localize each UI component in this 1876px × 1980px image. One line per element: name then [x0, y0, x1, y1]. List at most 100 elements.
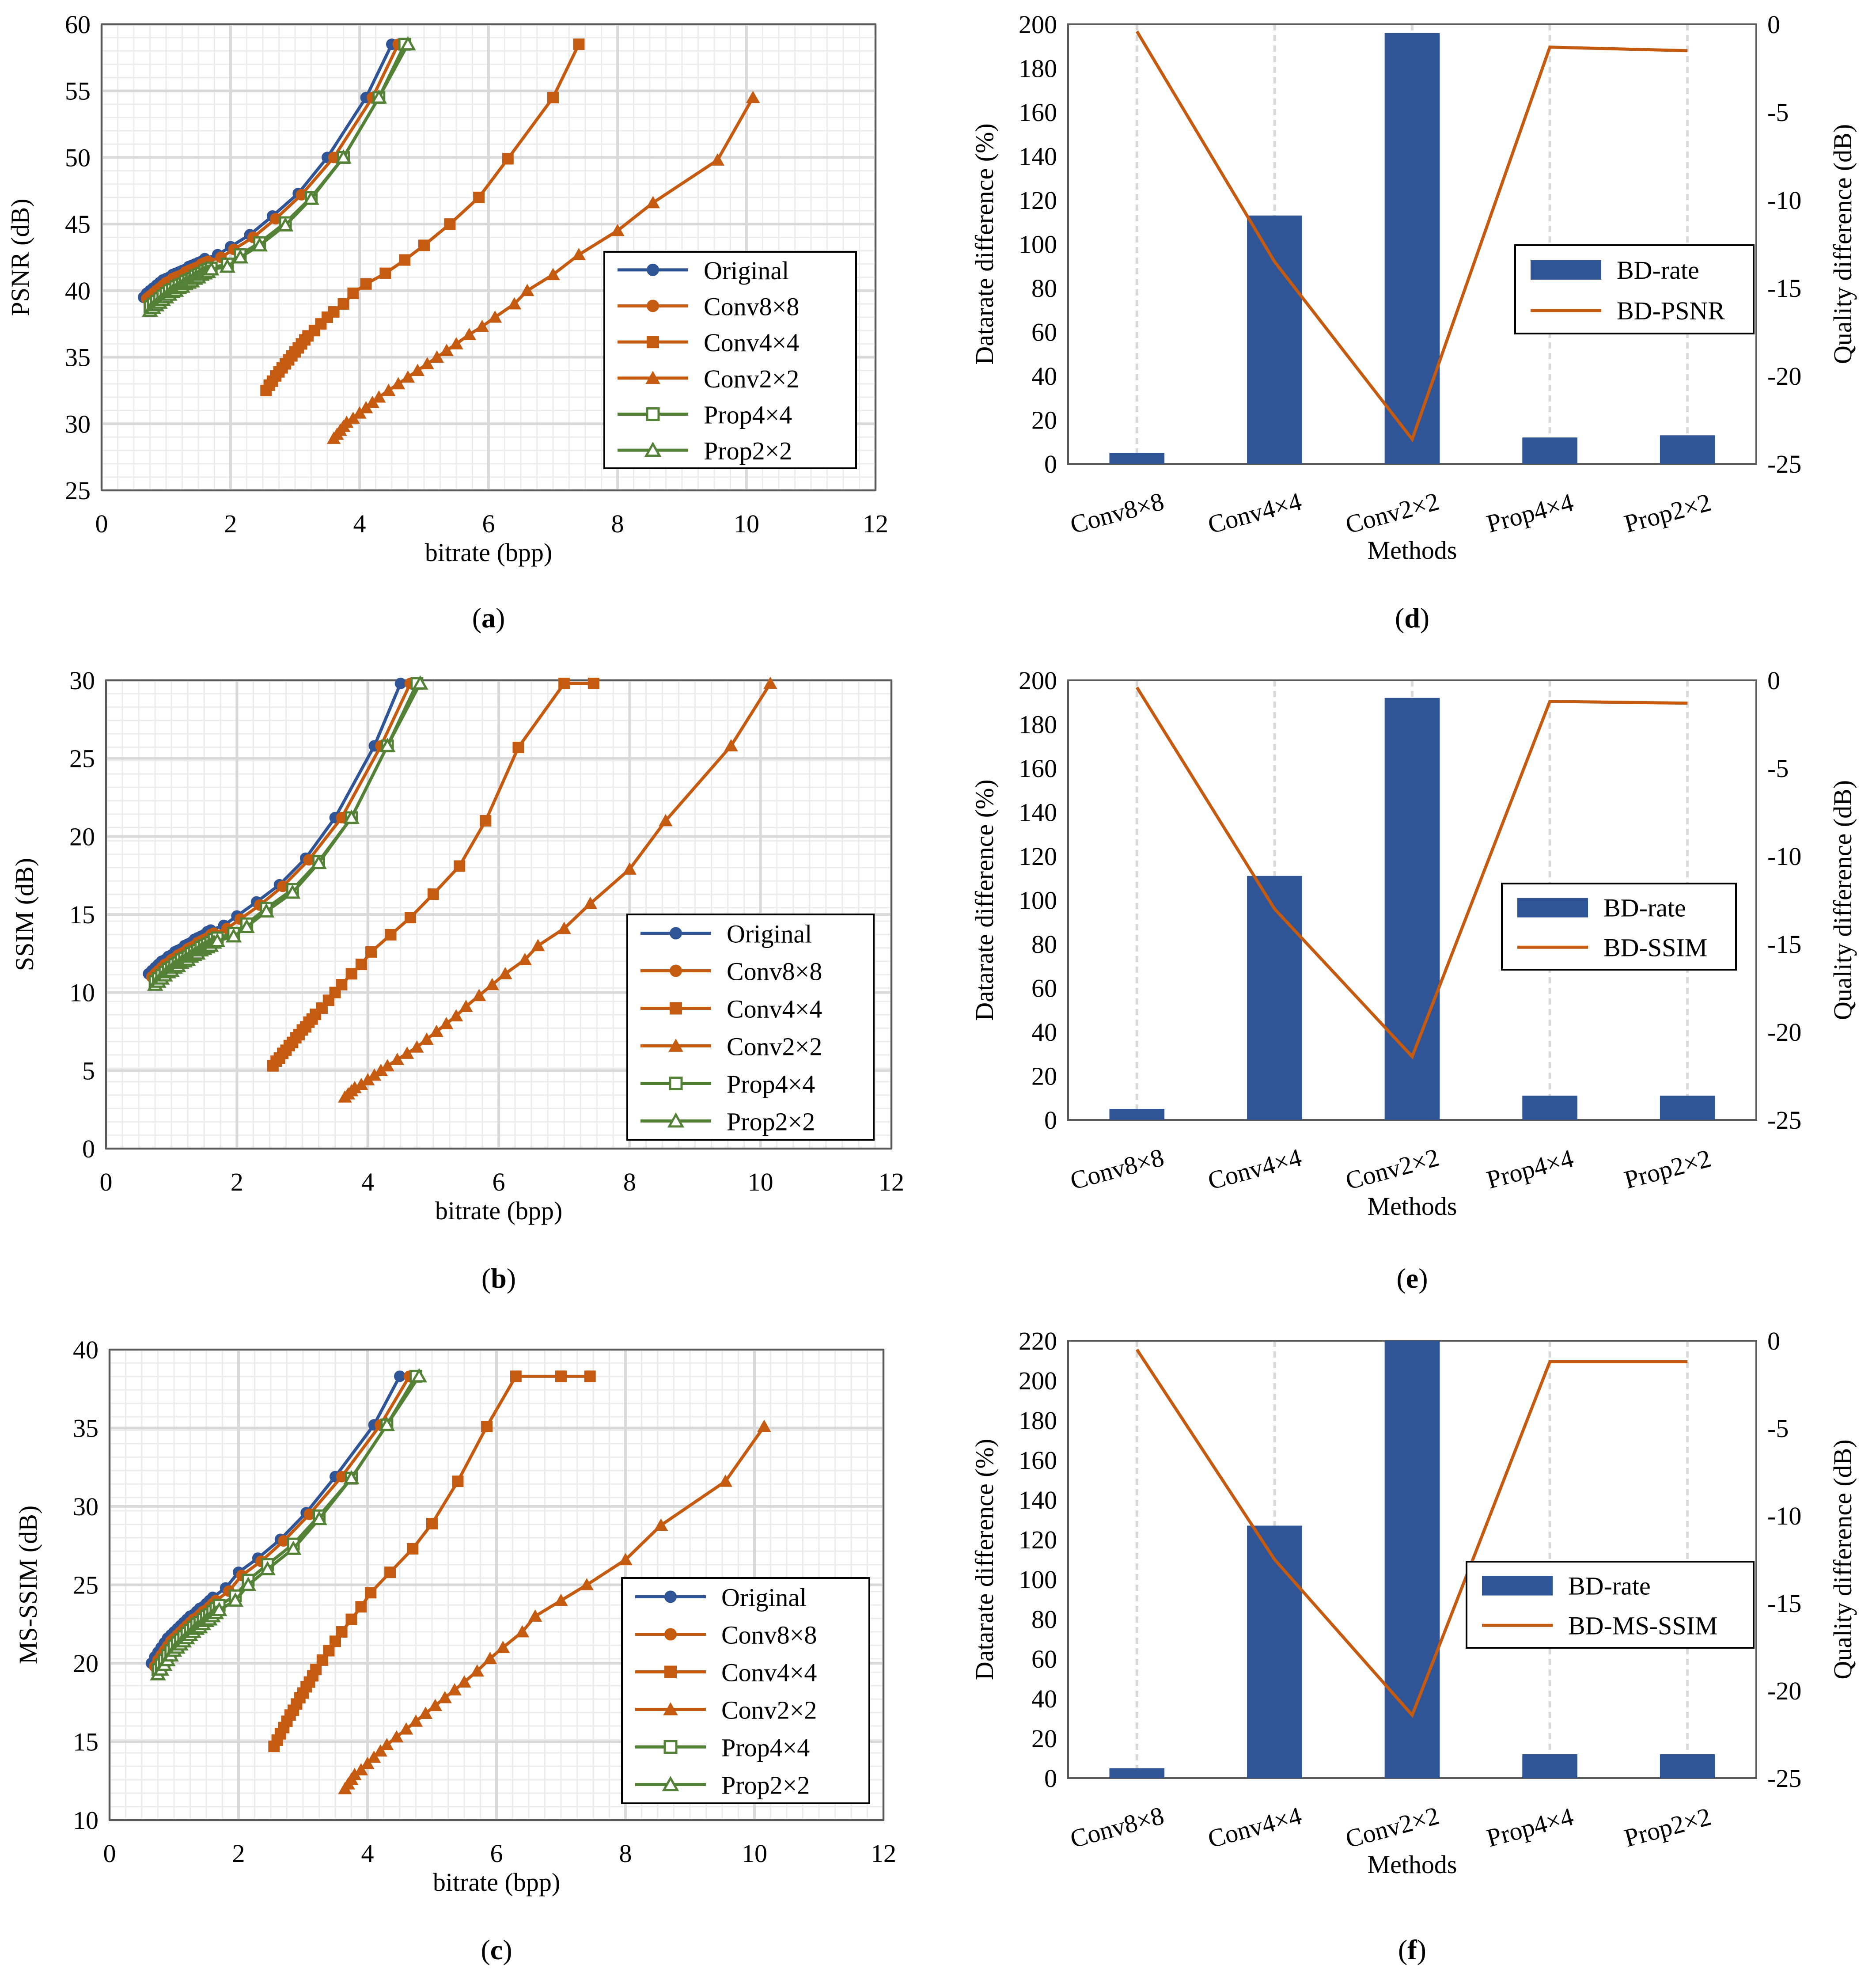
- category-label: Prop2×2: [1621, 1802, 1714, 1853]
- legend-marker: [664, 1628, 677, 1641]
- data-point: [420, 357, 435, 370]
- y-tick-label: 20: [1031, 1724, 1057, 1753]
- data-point: [203, 261, 220, 276]
- series-Conv8×8: [146, 678, 416, 983]
- bar-Prop4×4: [1522, 1754, 1577, 1778]
- data-point: [371, 89, 387, 104]
- data-point: [284, 884, 301, 899]
- y2-tick-label: -10: [1767, 186, 1801, 215]
- data-point: [399, 1722, 413, 1735]
- y-tick-label: 20: [69, 822, 95, 851]
- legend-marker: [663, 1740, 678, 1754]
- legend-box: [1514, 244, 1755, 334]
- data-point: [399, 254, 411, 266]
- x-tick-label: 6: [490, 1839, 503, 1868]
- bar-Prop2×2: [1660, 435, 1715, 464]
- category-label: Conv4×4: [1205, 487, 1304, 539]
- data-point: [379, 267, 391, 279]
- data-point: [531, 939, 545, 952]
- data-point: [410, 364, 425, 376]
- y-tick-label: 0: [1044, 450, 1057, 478]
- data-point: [410, 1040, 424, 1053]
- legend-entry: Original: [618, 256, 789, 285]
- bar-Prop2×2: [1660, 1754, 1715, 1778]
- x-tick-label: 6: [482, 509, 495, 538]
- y-tick-label: 30: [65, 410, 91, 438]
- data-point: [347, 287, 359, 299]
- y2-tick-label: -25: [1767, 1106, 1801, 1134]
- data-point: [587, 678, 599, 690]
- data-point: [401, 370, 415, 383]
- data-point: [343, 809, 360, 824]
- legend-marker: [670, 927, 682, 940]
- x-tick-label: 10: [734, 509, 759, 538]
- data-point: [394, 1370, 406, 1382]
- data-point: [718, 1474, 733, 1487]
- y-tick-label: 100: [1019, 886, 1057, 915]
- y-axis-title: SSIM (dB): [10, 858, 39, 971]
- data-point: [355, 1601, 367, 1613]
- legend-entry: Conv2×2: [640, 1032, 822, 1061]
- data-point: [240, 1577, 257, 1591]
- legend-entry: Original: [640, 920, 812, 948]
- category-label: Prop2×2: [1621, 1144, 1714, 1195]
- data-point: [470, 1664, 484, 1677]
- legend-label: Conv4×4: [727, 995, 822, 1024]
- legend-bar-swatch: [1517, 898, 1588, 918]
- data-point: [355, 959, 367, 971]
- legend-label: Prop2×2: [704, 436, 792, 465]
- y-tick-label: 120: [1019, 1525, 1057, 1554]
- category-label: Conv2×2: [1342, 1143, 1442, 1195]
- legend-entry: Prop2×2: [618, 436, 792, 465]
- x-tick-label: 12: [879, 1168, 904, 1196]
- y-tick-label: 60: [1031, 1645, 1057, 1673]
- y2-tick-label: 0: [1767, 666, 1780, 695]
- y-tick-label: 60: [1031, 318, 1057, 347]
- legend: BD-rate BD-PSNR: [1514, 244, 1755, 334]
- legend-entry: Conv4×4: [635, 1658, 817, 1687]
- x-tick-label: 8: [611, 509, 624, 538]
- legend-line-label: BD-PSNR: [1617, 296, 1725, 325]
- data-point: [391, 377, 406, 390]
- caption-d: (d): [1395, 602, 1429, 633]
- legend-entry: Original: [635, 1583, 807, 1612]
- legend-entry: Conv2×2: [618, 364, 799, 393]
- x-tick-label: 12: [871, 1839, 896, 1868]
- category-label: Conv8×8: [1067, 1801, 1167, 1854]
- data-point: [515, 1625, 530, 1638]
- y2-tick-label: 0: [1767, 1327, 1780, 1355]
- data-point: [367, 1750, 381, 1763]
- y-tick-label: 160: [1019, 98, 1057, 127]
- y2-tick-label: -15: [1767, 930, 1801, 959]
- legend-entry: Prop4×4: [640, 1070, 815, 1099]
- y-axis-title: Datarate difference (%): [970, 779, 999, 1020]
- y-tick-label: 15: [69, 900, 95, 929]
- legend-bar-label: BD-rate: [1617, 256, 1699, 284]
- legend-label: Conv4×4: [704, 328, 799, 357]
- data-point: [449, 337, 463, 349]
- legend-label: Conv4×4: [721, 1658, 817, 1687]
- line-chart-b: 0 2 4 6 8 10 12 0 5 10 15 20 25 30 bitrate (bpp) SSIM (…: [10, 666, 904, 1294]
- data-point: [316, 1654, 328, 1666]
- data-point: [580, 1578, 594, 1590]
- legend-entry: Conv8×8: [635, 1621, 817, 1650]
- data-point: [379, 1416, 395, 1431]
- data-point: [411, 1368, 428, 1383]
- data-point: [372, 390, 386, 403]
- data-point: [354, 1763, 368, 1775]
- data-point: [323, 1645, 335, 1657]
- legend-bar-label: BD-rate: [1603, 894, 1686, 922]
- category-label: Conv2×2: [1342, 1801, 1442, 1854]
- category-label: Conv2×2: [1342, 487, 1442, 539]
- legend-entry: Prop4×4: [635, 1733, 810, 1762]
- bar-Conv2×2: [1384, 698, 1440, 1120]
- y-tick-label: 50: [65, 143, 91, 172]
- bar-Conv4×4: [1247, 1525, 1302, 1778]
- data-point: [440, 344, 454, 356]
- legend-entry: Conv8×8: [618, 292, 799, 321]
- y-tick-label: 45: [65, 210, 91, 239]
- x-tick-label: 8: [619, 1839, 632, 1868]
- legend-box: [626, 914, 875, 1141]
- legend-marker: [644, 441, 662, 457]
- data-point: [457, 1675, 471, 1688]
